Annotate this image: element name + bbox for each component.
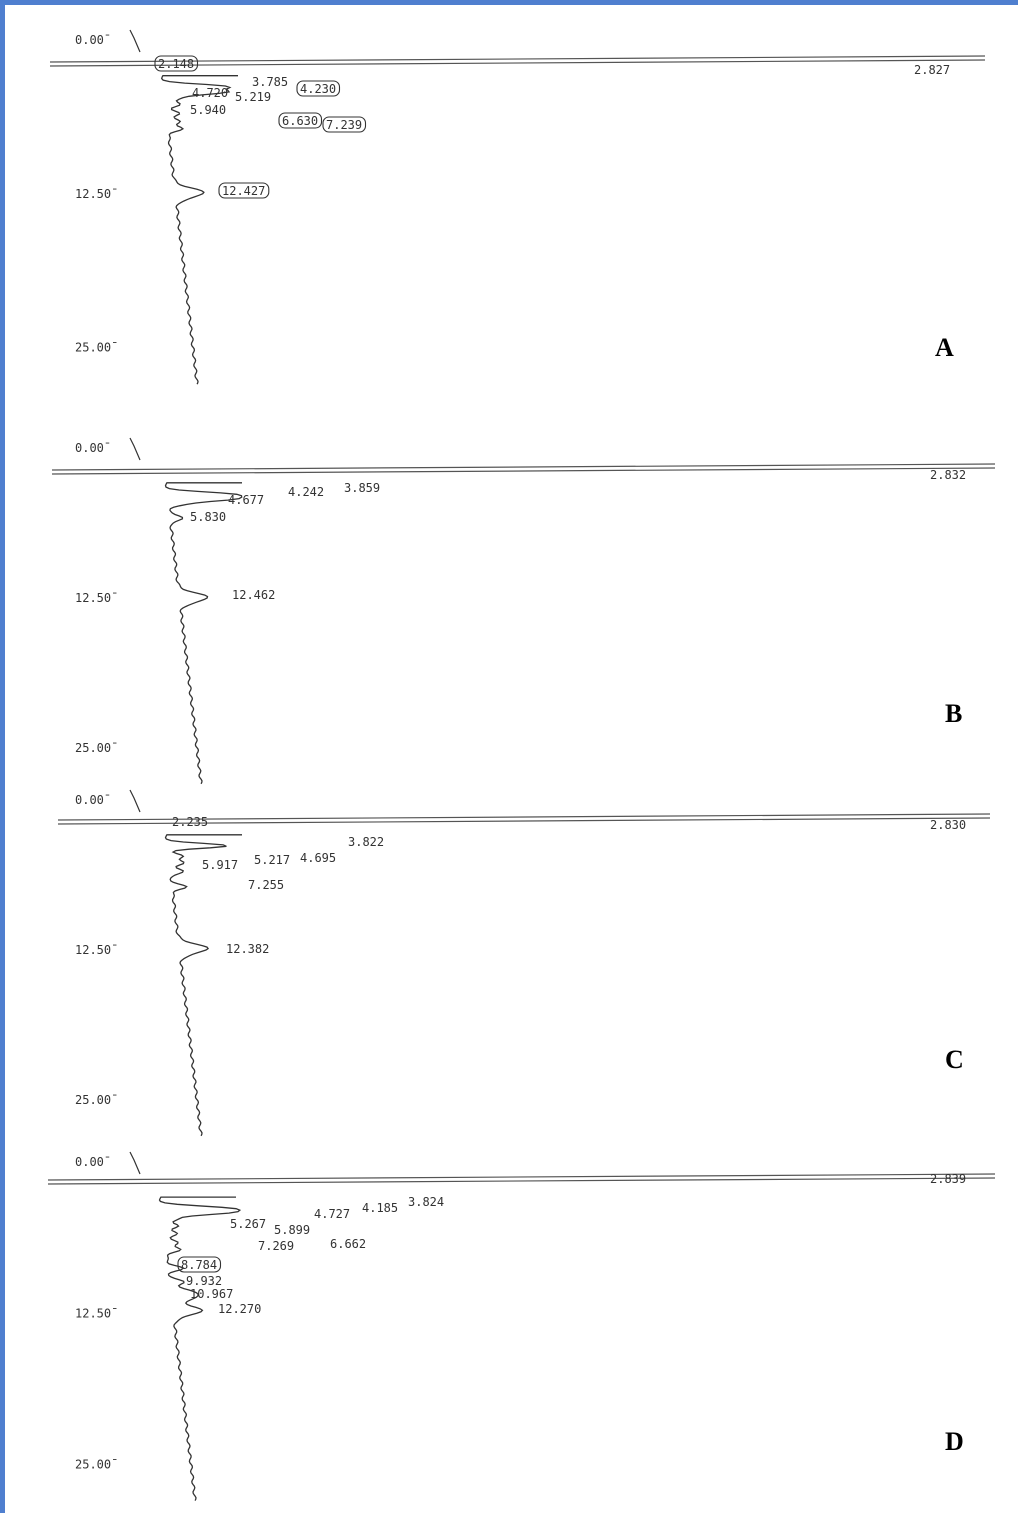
peak-label: 12.427 — [222, 184, 265, 198]
chromatogram-trace — [158, 1196, 242, 1501]
chromatogram-trace — [164, 482, 243, 785]
chromatogram-panel-a: 0.00¯ 12.50¯ 25.00¯ 2.148 2.827 3.785 4.230 4.7… — [49, 29, 986, 385]
peak-label: 5.217 — [254, 853, 290, 867]
peak-label: 2.830 — [930, 818, 966, 832]
y-tick-label: 25.00¯ — [75, 1093, 118, 1107]
peak-label: 12.382 — [226, 942, 269, 956]
y-tick-label: 12.50¯ — [75, 943, 118, 957]
peak-label: 5.830 — [190, 510, 226, 524]
chromatogram-trace — [164, 834, 242, 1137]
peak-label: 9.932 — [186, 1274, 222, 1288]
peak-highlight-box — [177, 1256, 222, 1273]
y-tick-label: 0.00¯ — [75, 793, 111, 807]
peak-label: 4.230 — [300, 82, 336, 96]
y-tick-label: 25.00¯ — [75, 741, 118, 755]
y-tick-label: 25.00¯ — [75, 341, 118, 355]
y-tick-label: 12.50¯ — [75, 187, 118, 201]
solvent-baseline-upper — [51, 463, 996, 471]
y-tick-label: 12.50¯ — [75, 591, 118, 605]
peak-label: 5.940 — [190, 103, 226, 117]
solvent-baseline-lower — [47, 1177, 996, 1185]
chromatogram-trace — [160, 75, 239, 385]
peak-label: 2.839 — [930, 1172, 966, 1186]
injection-marker — [129, 29, 141, 53]
peak-label: 10.967 — [190, 1287, 233, 1301]
peak-label: 6.662 — [330, 1237, 366, 1251]
peak-label: 2.148 — [158, 57, 194, 71]
peak-label: 6.630 — [282, 114, 318, 128]
peak-label: 5.917 — [202, 858, 238, 872]
y-tick-label: 0.00¯ — [75, 441, 111, 455]
solvent-baseline-lower — [57, 817, 991, 825]
injection-marker — [129, 437, 141, 461]
peak-label: 3.824 — [408, 1195, 444, 1209]
chromatogram-panel-d: 0.00¯ 12.50¯ 25.00¯ 2.839 3.824 4.185 4.727 5.2… — [47, 1151, 996, 1501]
peak-highlight-box — [154, 55, 199, 72]
peak-label: 3.822 — [348, 835, 384, 849]
peak-highlight-box — [218, 182, 270, 199]
peak-label: 2.827 — [914, 63, 950, 77]
y-tick-label: 25.00¯ — [75, 1458, 118, 1472]
chromatogram-panel-c: 0.00¯ 12.50¯ 25.00¯ 2.235 2.830 3.822 4.695 5.2… — [57, 789, 991, 1137]
peak-label: 8.784 — [181, 1258, 217, 1272]
peak-highlight-box — [278, 112, 323, 129]
peak-label: 4.185 — [362, 1201, 398, 1215]
injection-marker — [129, 1151, 141, 1175]
peak-label: 3.859 — [344, 481, 380, 495]
y-tick-label: 12.50¯ — [75, 1306, 118, 1320]
solvent-baseline-upper — [47, 1173, 996, 1181]
peak-label: 5.267 — [230, 1217, 266, 1231]
peak-label: 4.695 — [300, 851, 336, 865]
peak-highlight-box — [322, 116, 367, 133]
peak-label: 4.727 — [314, 1207, 350, 1221]
y-tick-label: 0.00¯ — [75, 1155, 111, 1169]
panel-letter: B — [945, 699, 962, 728]
peak-label: 5.219 — [235, 90, 271, 104]
peak-label: 5.899 — [274, 1223, 310, 1237]
peak-label: 7.239 — [326, 118, 362, 132]
peak-label: 2.235 — [172, 815, 208, 829]
solvent-baseline-upper — [57, 813, 991, 821]
peak-label: 4.677 — [228, 493, 264, 507]
solvent-baseline-lower — [51, 467, 996, 475]
injection-marker — [129, 789, 141, 813]
peak-label: 7.269 — [258, 1239, 294, 1253]
solvent-baseline-lower — [49, 59, 986, 67]
peak-label: 7.255 — [248, 878, 284, 892]
panel-letter: C — [945, 1045, 964, 1074]
peak-label: 2.832 — [930, 468, 966, 482]
peak-label: 3.785 — [252, 75, 288, 89]
peak-label: 12.462 — [232, 588, 275, 602]
panel-letter: D — [945, 1427, 964, 1456]
peak-label: 12.270 — [218, 1302, 261, 1316]
solvent-baseline-upper — [49, 55, 986, 63]
chromatogram-panel-b: 0.00¯ 12.50¯ 25.00¯ 2.832 3.859 4.242 4.6775.8… — [51, 437, 996, 785]
y-tick-label: 0.00¯ — [75, 33, 111, 47]
peak-label: 4.720 — [192, 86, 228, 100]
peak-highlight-box — [296, 80, 341, 97]
panel-letter: A — [935, 333, 954, 362]
peak-label: 4.242 — [288, 485, 324, 499]
